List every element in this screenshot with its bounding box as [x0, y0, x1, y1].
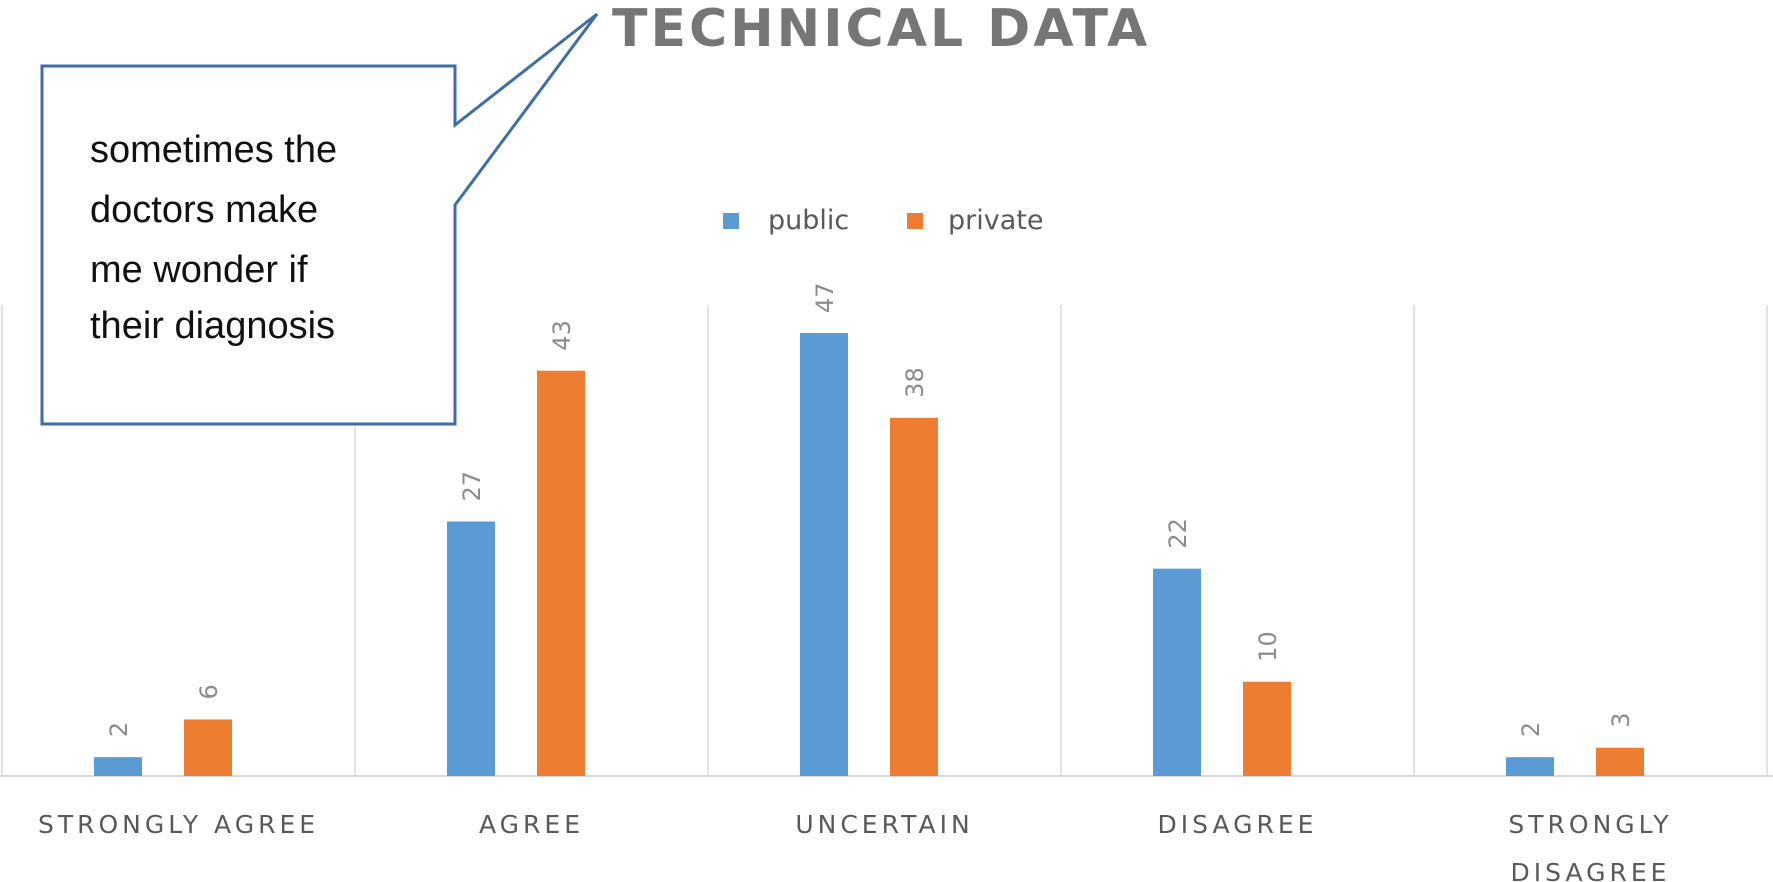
bar-public-4 — [1506, 757, 1554, 776]
data-label-public-3: 22 — [1164, 518, 1192, 549]
data-label-public-1: 27 — [458, 471, 486, 502]
legend-label-private: private — [948, 205, 1043, 236]
bar-public-1 — [447, 521, 495, 776]
bar-private-1 — [537, 370, 585, 776]
chart-title: TECHNICAL DATA — [612, 0, 1150, 59]
chart-category-labels: STRONGLY AGREE AGREE UNCERTAIN DISAGREE STRO… — [38, 810, 1672, 882]
category-label-0: STRONGLY AGREE — [38, 810, 319, 839]
bar-private-2 — [890, 417, 938, 776]
bar-private-0 — [184, 719, 232, 776]
data-label-public-0: 2 — [105, 722, 133, 737]
data-label-private-0: 6 — [195, 684, 223, 699]
callout-line-2: doctors make — [90, 189, 318, 231]
category-label-3: DISAGREE — [1158, 810, 1318, 839]
callout-line-1: sometimes the — [90, 129, 337, 171]
bar-private-4 — [1596, 747, 1644, 776]
callout-line-3: me wonder if — [90, 249, 308, 291]
legend: public private — [723, 205, 1043, 236]
callout-shape — [40, 12, 599, 426]
category-label-4: DISAGREE — [1511, 858, 1671, 882]
category-label-1: AGREE — [479, 810, 584, 839]
bar-private-3 — [1243, 681, 1291, 776]
bar-public-0 — [94, 757, 142, 776]
legend-swatch-public — [723, 213, 739, 229]
chart-bars — [94, 333, 1644, 776]
data-label-private-2: 38 — [901, 367, 929, 398]
legend-swatch-private — [907, 213, 923, 229]
data-label-private-4: 3 — [1607, 712, 1635, 727]
bar-public-2 — [800, 333, 848, 776]
data-label-public-2: 47 — [811, 282, 839, 313]
data-label-private-3: 10 — [1254, 631, 1282, 662]
callout-line-4: their diagnosis — [90, 305, 335, 347]
category-label-2: UNCERTAIN — [795, 810, 973, 839]
callout: sometimes the doctors make me wonder if … — [40, 12, 599, 426]
category-label-4: STRONGLY — [1508, 810, 1672, 839]
data-label-private-1: 43 — [548, 320, 576, 351]
data-label-public-4: 2 — [1517, 722, 1545, 737]
legend-label-public: public — [768, 205, 849, 236]
bar-public-3 — [1153, 568, 1201, 776]
